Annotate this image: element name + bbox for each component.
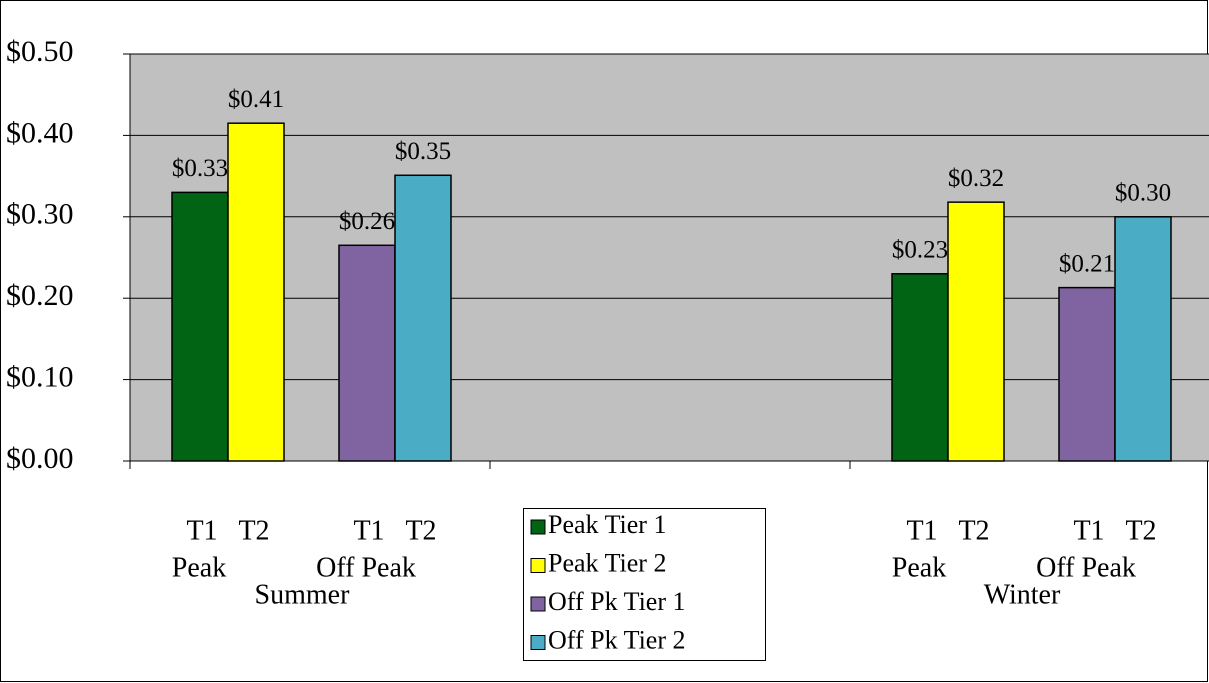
- data-label: $0.26: [339, 208, 395, 235]
- x-tier-label: T1: [353, 515, 384, 546]
- data-label: $0.35: [395, 138, 451, 165]
- legend-label: Off Pk Tier 2: [548, 625, 686, 654]
- x-category-label: Winter: [984, 579, 1061, 610]
- plot-area: [130, 54, 1209, 461]
- x-tier-label: T2: [1125, 515, 1156, 546]
- bar: [947, 201, 1005, 462]
- bar: [338, 244, 396, 462]
- legend-label: Peak Tier 1: [548, 510, 666, 539]
- y-tick-label: $0.30: [6, 198, 74, 231]
- x-pair-label: Peak: [892, 552, 946, 583]
- bar: [1058, 286, 1116, 462]
- bar: [394, 174, 452, 462]
- y-tick-label: $0.40: [6, 116, 74, 149]
- data-label: $0.23: [892, 237, 948, 264]
- bar: [227, 122, 285, 462]
- legend-swatch: [530, 635, 546, 650]
- data-label: $0.33: [172, 155, 228, 182]
- legend-label: Off Pk Tier 1: [548, 587, 686, 616]
- x-tier-label: T2: [958, 515, 989, 546]
- data-label: $0.32: [948, 165, 1004, 192]
- bar: [1114, 216, 1172, 462]
- legend-swatch: [530, 558, 546, 573]
- data-label: $0.41: [228, 86, 284, 113]
- x-tier-label: T2: [238, 515, 269, 546]
- legend-label: Peak Tier 2: [548, 548, 666, 577]
- legend-box: [523, 508, 766, 661]
- x-pair-label: Peak: [172, 552, 226, 583]
- legend-swatch: [530, 519, 546, 535]
- x-tier-label: T1: [906, 515, 937, 546]
- x-tier-label: T1: [1073, 515, 1104, 546]
- bar: [891, 273, 949, 462]
- y-tick-label: $0.50: [6, 35, 74, 68]
- x-tier-label: T2: [405, 515, 436, 546]
- y-tick-label: $0.20: [6, 279, 74, 312]
- x-pair-label: Off Peak: [316, 552, 416, 583]
- y-tick-label: $0.10: [6, 360, 74, 393]
- bar: [171, 191, 229, 462]
- legend-swatch: [530, 596, 546, 612]
- x-tier-label: T1: [186, 515, 217, 546]
- x-category-label: Summer: [255, 579, 351, 610]
- y-tick-label: $0.00: [6, 442, 74, 475]
- data-label: $0.30: [1115, 180, 1171, 207]
- data-label: $0.21: [1059, 250, 1115, 277]
- x-pair-label: Off Peak: [1036, 552, 1136, 583]
